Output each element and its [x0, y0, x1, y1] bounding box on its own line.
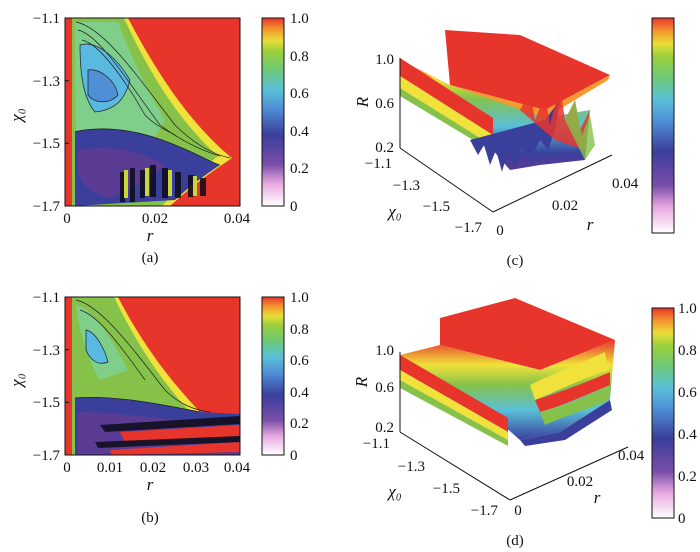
- x-tick-label: 0.02: [142, 211, 168, 227]
- x-tick-label: 0.03: [183, 460, 209, 476]
- colorbar-tick: 0.2: [678, 469, 697, 485]
- panel-a: −1.1 −1.3 −1.5 −1.7 0 0.02 0.04 r χ₀ (a)…: [7, 11, 309, 266]
- colorbar-tick: 0.4: [678, 427, 697, 443]
- colorbar-d: 1.0 0.8 0.6 0.4 0.2 0: [651, 301, 697, 527]
- axes-3d-c: [399, 58, 613, 213]
- x-axis-label-a: r: [147, 226, 154, 245]
- chi-ticks-d: −1.1 −1.3 −1.5 −1.7: [363, 436, 499, 519]
- y-tick-label: −1.3: [33, 74, 60, 90]
- colorbar-tick: 0.2: [290, 161, 309, 177]
- surface-3d-d: [400, 298, 615, 446]
- y-ticks-a: −1.1 −1.3 −1.5 −1.7: [33, 11, 69, 215]
- colorbar-tick: 0.8: [290, 49, 309, 65]
- chi-tick-label: −1.3: [393, 178, 420, 194]
- y-tick-label: −1.3: [33, 343, 60, 359]
- panel-caption-d: (d): [506, 533, 524, 549]
- chi-tick-label: −1.7: [455, 220, 483, 236]
- z-tick-label: 0.2: [375, 140, 394, 156]
- x-tick-label: 0: [63, 211, 71, 227]
- chi-axis-label-c: χ₀: [386, 202, 401, 221]
- x-ticks-b: 0 0.01 0.02 0.03 0.04: [63, 460, 250, 476]
- colorbar-tick: 0.8: [290, 322, 309, 338]
- z-tick-label: 1.0: [375, 343, 394, 359]
- r-tick-label: 0.04: [618, 448, 645, 464]
- r-tick-label: 0.02: [552, 198, 578, 214]
- r-tick-label: 0.04: [612, 176, 639, 192]
- y-tick-label: −1.1: [33, 290, 60, 306]
- colorbar-tick: 0.6: [678, 385, 697, 401]
- colorbar-tick: 0: [678, 511, 686, 527]
- panel-c: 1.0 0.6 0.2 R −1.1 −1.3 −1.5 −1.7 χ₀ 0.0…: [353, 17, 675, 269]
- axes-3d-d: [399, 352, 629, 501]
- r-tick-label: 0.02: [567, 474, 593, 490]
- x-axis-label-b: r: [147, 475, 154, 494]
- contour-map-b: [65, 297, 240, 455]
- panel-caption-b: (b): [141, 510, 159, 526]
- x-ticks-a: 0 0.02 0.04: [63, 211, 250, 227]
- chi-tick-label: −1.5: [433, 481, 460, 497]
- panel-d: 1.0 0.6 0.2 R −1.1 −1.3 −1.5 −1.7 χ₀ 0.0…: [352, 298, 697, 549]
- chi-tick-label: −1.3: [398, 459, 425, 475]
- colorbar-tick: 0: [290, 199, 298, 215]
- panel-caption-a: (a): [142, 250, 159, 266]
- colorbar-b: 1.0 0.8 0.6 0.4 0.2 0: [261, 290, 309, 464]
- r-axis-label-d: r: [594, 488, 601, 507]
- r-ticks-d: 0.04 0.02 0: [514, 448, 645, 519]
- x-tick-label: 0.01: [97, 460, 123, 476]
- y-axis-label-b: χ₀: [7, 373, 26, 388]
- r-axis-label-c: r: [587, 215, 594, 234]
- colorbar-tick: 0.6: [290, 86, 309, 102]
- chi-tick-label: −1.1: [365, 156, 392, 172]
- colorbar-tick: 0.6: [290, 353, 309, 369]
- panel-b: −1.1 −1.3 −1.5 −1.7 0 0.01 0.02 0.03 0.0…: [7, 290, 309, 526]
- x-tick-label: 0.04: [224, 460, 251, 476]
- panel-caption-c: (c): [507, 253, 524, 269]
- contour-map-a: [65, 18, 240, 206]
- colorbar-tick: 0.4: [290, 385, 309, 401]
- y-tick-label: −1.7: [33, 199, 61, 215]
- x-tick-label: 0.04: [224, 211, 251, 227]
- y-axis-label-a: χ₀: [7, 108, 26, 123]
- chi-axis-label-d: χ₀: [386, 482, 401, 501]
- z-tick-label: 0.2: [375, 420, 394, 436]
- plot-frame-a: [64, 17, 241, 207]
- y-tick-label: −1.5: [33, 136, 60, 152]
- colorbar-tick: 0.2: [290, 416, 309, 432]
- colorbar-tick: 1.0: [678, 301, 697, 317]
- colorbar-a: 1.0 0.8 0.6 0.4 0.2 0: [261, 11, 309, 215]
- y-tick-label: −1.7: [33, 448, 61, 464]
- x-tick-label: 0.02: [140, 460, 166, 476]
- y-tick-label: −1.1: [33, 11, 60, 27]
- plot-frame-b: [64, 296, 241, 456]
- z-tick-label: 0.6: [375, 96, 394, 112]
- colorbar-tick: 1.0: [290, 11, 309, 27]
- x-tick-label: 0: [63, 460, 71, 476]
- y-tick-label: −1.5: [33, 395, 60, 411]
- z-ticks-c: 1.0 0.6 0.2: [375, 52, 394, 156]
- colorbar-c: [651, 17, 675, 234]
- colorbar-tick: 1.0: [290, 290, 309, 306]
- chi-tick-label: −1.1: [363, 436, 390, 452]
- z-ticks-d: 1.0 0.6 0.2: [375, 343, 394, 436]
- chi-tick-label: −1.5: [423, 199, 450, 215]
- chi-tick-label: −1.7: [471, 503, 499, 519]
- surface-3d-c: [400, 30, 610, 172]
- colorbar-tick: 0: [290, 448, 298, 464]
- z-axis-label-c: R: [353, 96, 372, 108]
- r-tick-label: 0: [496, 223, 504, 239]
- z-tick-label: 1.0: [375, 52, 394, 68]
- z-tick-label: 0.6: [375, 380, 394, 396]
- r-tick-label: 0: [514, 503, 522, 519]
- y-ticks-b: −1.1 −1.3 −1.5 −1.7: [33, 290, 69, 464]
- z-axis-label-d: R: [352, 376, 371, 388]
- colorbar-tick: 0.4: [290, 124, 309, 140]
- colorbar-tick: 0.8: [678, 343, 697, 359]
- chi-ticks-c: −1.1 −1.3 −1.5 −1.7: [365, 156, 483, 236]
- r-ticks-c: 0.04 0.02 0: [496, 176, 639, 239]
